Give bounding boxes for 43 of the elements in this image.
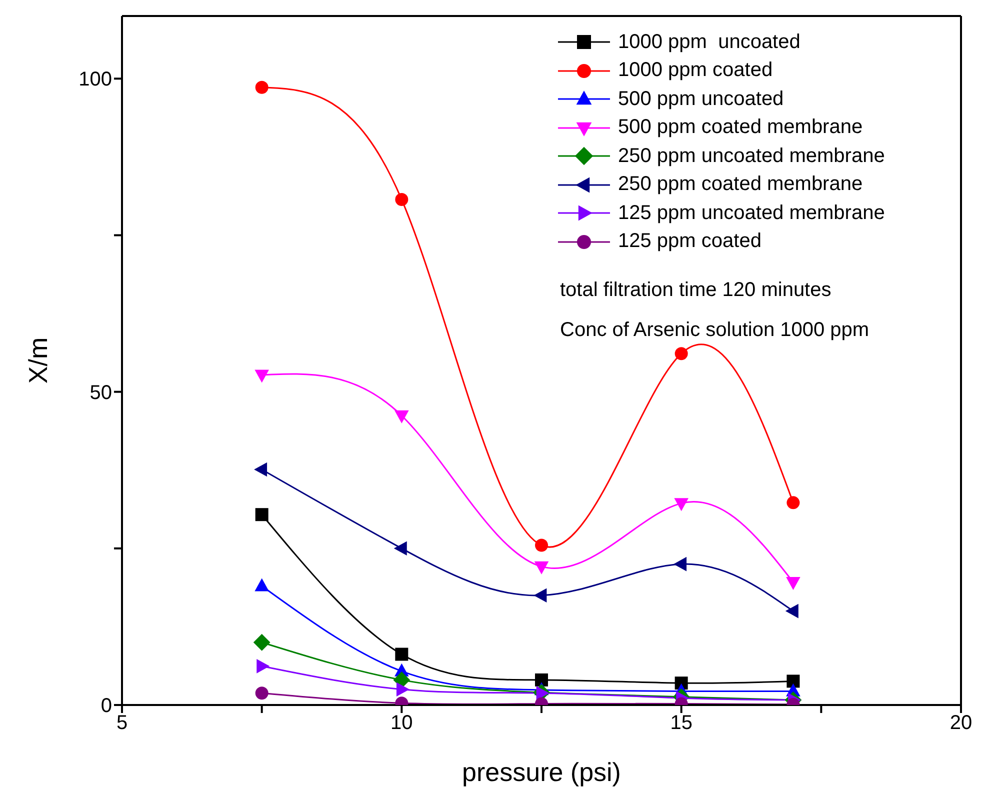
point — [394, 541, 407, 556]
point — [535, 538, 548, 552]
point — [395, 648, 408, 661]
y-tick-label: 50 — [90, 382, 112, 404]
x-axis-title: pressure (psi) — [462, 757, 621, 787]
legend-label: 1000 ppm coated — [618, 59, 773, 82]
point — [254, 578, 269, 592]
point — [535, 673, 548, 686]
point — [396, 682, 410, 696]
point — [394, 410, 409, 424]
legend-label: 125 ppm uncoated membrane — [618, 202, 885, 225]
legend-label: 125 ppm coated — [618, 230, 762, 254]
legend-label: 250 ppm uncoated membrane — [618, 144, 885, 168]
point — [536, 686, 550, 700]
annotation: total filtration time 120 minutes — [560, 278, 832, 303]
point — [255, 508, 268, 522]
legend-label: 1000 ppm uncoated — [618, 30, 800, 54]
y-tick-label: 100 — [78, 68, 112, 91]
point — [255, 686, 268, 700]
point — [786, 496, 800, 510]
point — [785, 604, 798, 618]
point — [534, 588, 547, 603]
y-tick-label: 0 — [100, 695, 112, 718]
point — [253, 634, 270, 651]
x-tick-label: 5 — [116, 712, 128, 734]
point — [674, 556, 687, 572]
point — [674, 347, 688, 360]
x-tick-label: 10 — [390, 712, 413, 734]
legend-label: 250 ppm coated membrane — [618, 173, 863, 196]
x-tick-label: 15 — [670, 712, 692, 734]
point — [254, 462, 268, 477]
legend-label: 500 ppm uncoated — [618, 88, 784, 111]
point — [674, 498, 688, 512]
point — [395, 193, 408, 206]
point — [255, 80, 268, 94]
y-axis-title: X/m — [23, 337, 54, 384]
annotation: Conc of Arsenic solution 1000 ppm — [560, 318, 870, 343]
legend-label: 500 ppm coated membrane — [618, 116, 863, 140]
point — [254, 370, 269, 383]
point — [534, 561, 549, 574]
x-tick-label: 20 — [950, 712, 972, 734]
point — [256, 659, 270, 674]
point — [786, 674, 800, 688]
